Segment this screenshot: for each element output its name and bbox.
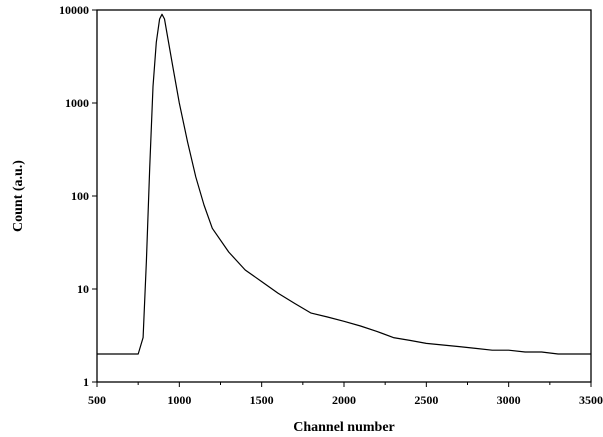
y-tick-label: 1000: [65, 96, 89, 110]
y-tick-label: 1: [83, 375, 89, 389]
y-axis-ticks: 1 10 100 1000 10000: [59, 3, 97, 389]
x-tick-label: 2000: [332, 393, 356, 407]
x-tick-label: 1000: [167, 393, 191, 407]
x-tick-label: 3000: [497, 393, 521, 407]
x-tick-label: 1500: [250, 393, 274, 407]
y-tick-label: 100: [71, 189, 89, 203]
x-tick-label: 3500: [579, 393, 603, 407]
x-axis-ticks: 500 1000 1500 2000 2500 3000 3500: [88, 382, 603, 407]
x-axis-label: Channel number: [293, 420, 395, 435]
y-tick-label: 10: [77, 282, 89, 296]
series-line: [97, 13, 591, 355]
x-tick-label: 500: [88, 393, 106, 407]
series-layer: [97, 13, 591, 355]
x-tick-label: 2500: [414, 393, 438, 407]
y-tick-label: 10000: [59, 3, 89, 17]
y-axis-label: Count (a.u.): [11, 160, 26, 232]
